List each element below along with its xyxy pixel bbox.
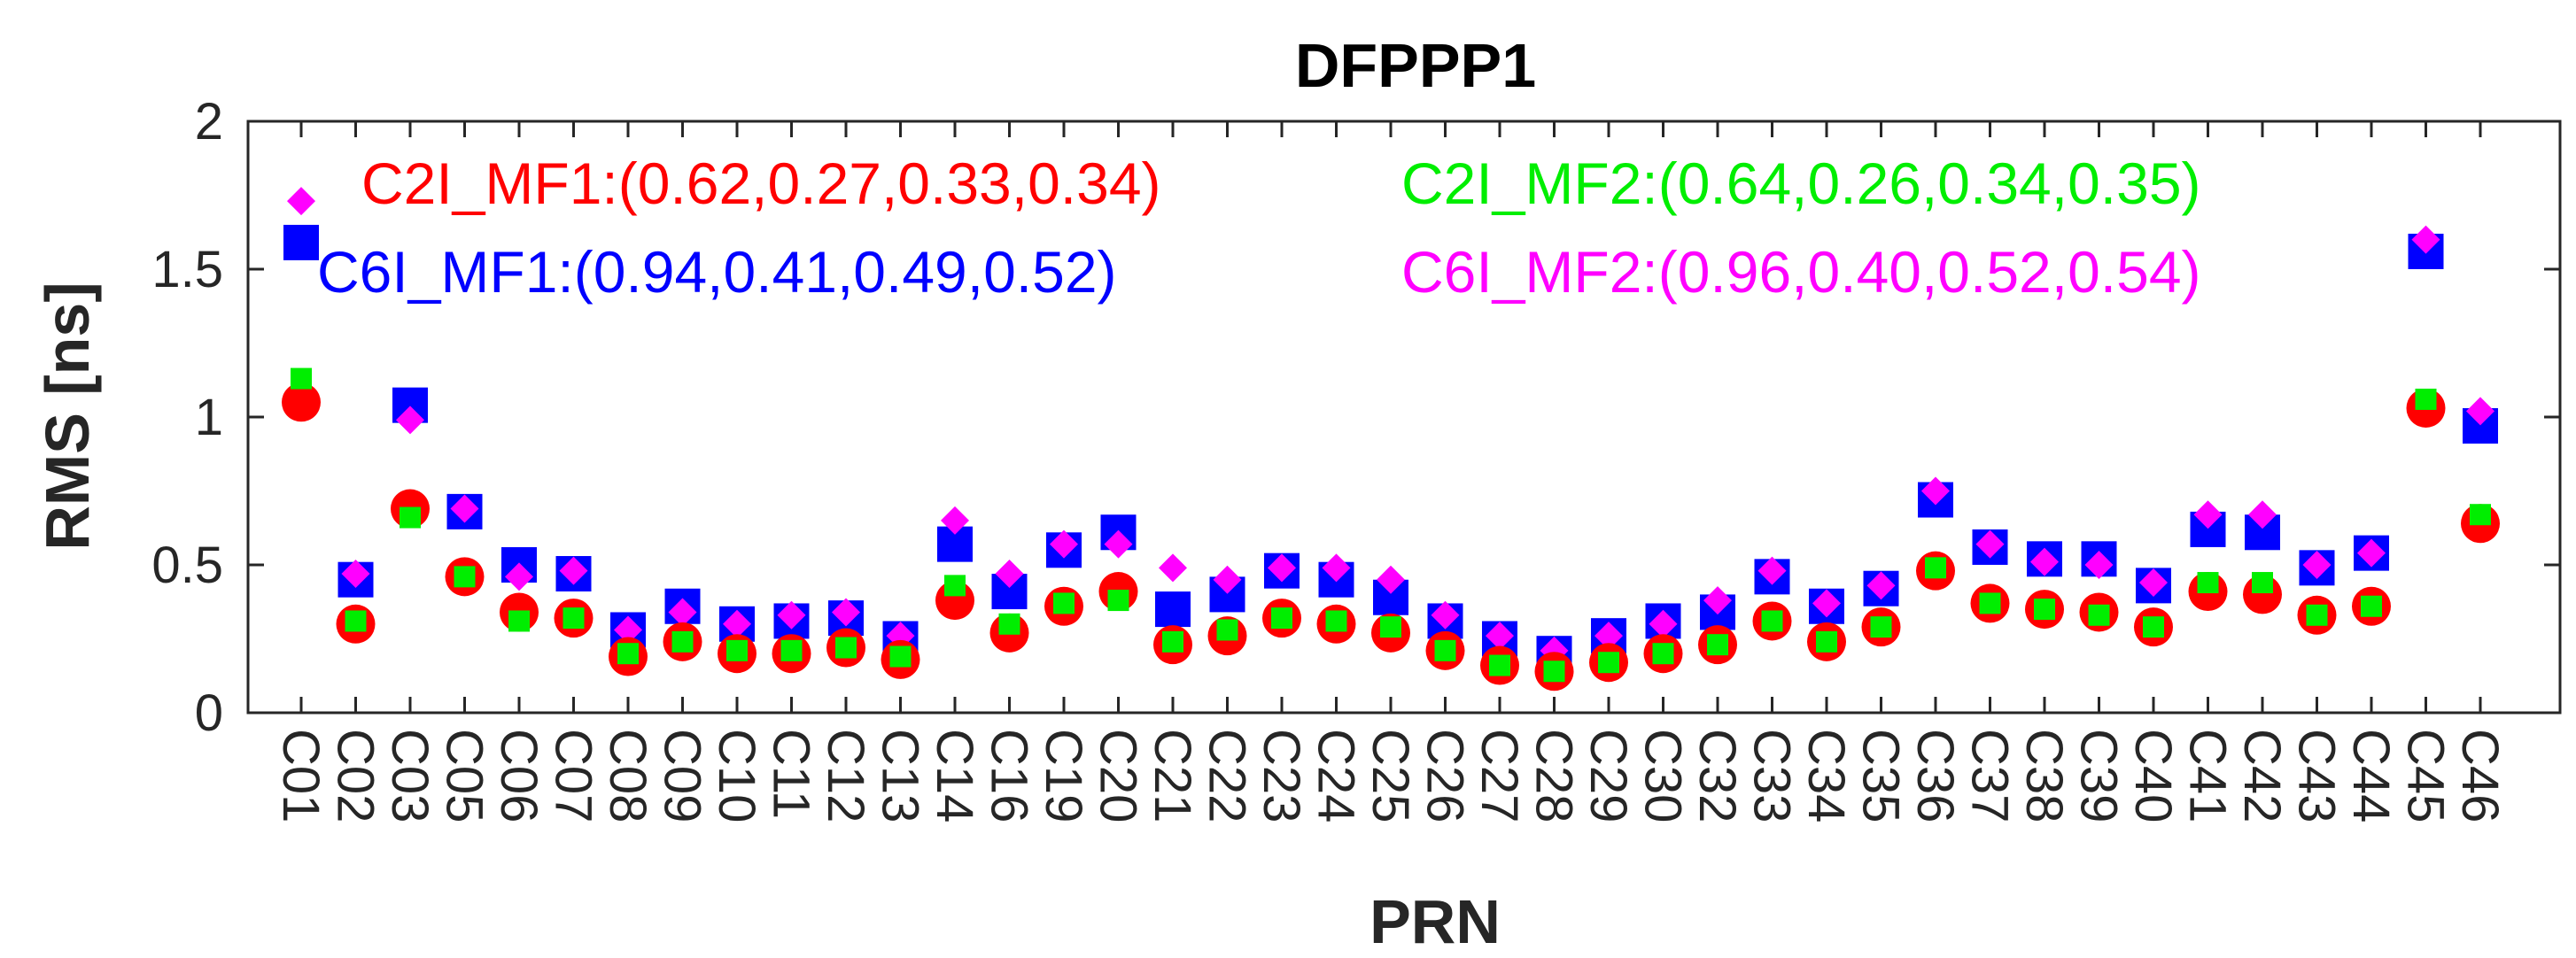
x-tick-label: C38: [2015, 729, 2073, 823]
marker-c2i-mf2: [1762, 610, 1783, 631]
x-tick-label: C40: [2124, 729, 2182, 823]
marker-c2i-mf2: [508, 610, 530, 631]
x-tick-label: C27: [1470, 729, 1528, 823]
marker-c2i-mf2: [1053, 592, 1075, 614]
y-tick-label: 0: [195, 684, 223, 742]
marker-c2i-mf2: [1598, 652, 1619, 673]
marker-c2i-mf2: [1108, 590, 1129, 611]
x-tick-label: C19: [1035, 729, 1092, 823]
marker-c2i-mf2: [1271, 607, 1292, 629]
marker-c2i-mf2: [1816, 631, 1837, 653]
legend-entry-c2i-mf2: C2I_MF2:(0.64,0.26,0.34,0.35): [1401, 151, 2201, 216]
marker-c2i-mf2: [944, 575, 966, 596]
marker-c2i-mf2: [890, 646, 912, 668]
x-tick-label: C41: [2179, 729, 2237, 823]
x-tick-label: C06: [490, 729, 547, 823]
x-tick-label: C01: [272, 729, 330, 823]
marker-c2i-mf2: [563, 607, 585, 629]
marker-c2i-mf2: [999, 614, 1020, 635]
marker-c2i-mf2: [1162, 631, 1183, 653]
x-tick-label: C16: [981, 729, 1038, 823]
x-tick-label: C33: [1743, 729, 1801, 823]
marker-c2i-mf2: [1217, 619, 1238, 640]
x-tick-label: C21: [1144, 729, 1201, 823]
marker-c2i-mf2: [1707, 634, 1728, 655]
x-tick-label: C07: [545, 729, 602, 823]
marker-c2i-mf2: [1326, 610, 1347, 631]
marker-c2i-mf2: [1871, 616, 1892, 637]
marker-c2i-mf2: [2034, 599, 2055, 620]
x-tick-label: C29: [1579, 729, 1637, 823]
x-tick-label: C34: [1797, 729, 1855, 823]
x-tick-label: C32: [1688, 729, 1746, 823]
x-tick-label: C43: [2288, 729, 2346, 823]
marker-c2i-mf2: [1925, 557, 1946, 578]
chart-title: DFPPP1: [1295, 31, 1536, 100]
marker-c2i-mf2: [400, 507, 421, 529]
x-tick-label: C35: [1852, 729, 1910, 823]
marker-c2i-mf2: [617, 643, 639, 664]
y-axis-label: RMS [ns]: [33, 282, 102, 550]
x-tick-label: C42: [2233, 729, 2291, 823]
x-tick-label: C23: [1253, 729, 1310, 823]
marker-c2i-mf2: [345, 610, 367, 631]
legend-entry-c6i-mf2: C6I_MF2:(0.96,0.40,0.52,0.54): [1401, 239, 2201, 305]
marker-c2i-mf2: [2416, 389, 2437, 410]
x-tick-label: C13: [872, 729, 929, 823]
marker-c2i-mf2: [2089, 605, 2110, 626]
legend-entry-c2i-mf1: C2I_MF1:(0.62,0.27,0.33,0.34): [361, 151, 1161, 216]
marker-c2i-mf2: [1653, 643, 1674, 664]
x-tick-label: C03: [381, 729, 438, 823]
x-tick-label: C36: [1906, 729, 1964, 823]
x-tick-label: C46: [2451, 729, 2509, 823]
marker-c2i-mf2: [2307, 605, 2328, 626]
marker-c2i-mf2: [2361, 596, 2382, 617]
x-tick-label: C45: [2397, 729, 2455, 823]
x-tick-label: C28: [1525, 729, 1583, 823]
marker-c2i-mf2: [1435, 640, 1456, 661]
legend-entry-c6i-mf1: C6I_MF1:(0.94,0.41,0.49,0.52): [317, 239, 1117, 305]
y-tick-label: 1: [195, 389, 223, 446]
marker-c2i-mf2: [454, 566, 476, 587]
x-tick-label: C39: [2070, 729, 2128, 823]
marker-c2i-mf2: [291, 368, 312, 390]
x-tick-label: C09: [654, 729, 711, 823]
y-tick-label: 2: [195, 93, 223, 151]
x-tick-label: C30: [1634, 729, 1692, 823]
x-tick-label: C20: [1090, 729, 1147, 823]
x-tick-label: C02: [327, 729, 384, 823]
marker-c2i-mf2: [2143, 616, 2164, 637]
marker-c2i-mf2: [781, 640, 803, 661]
x-tick-label: C25: [1362, 729, 1419, 823]
x-tick-label: C24: [1307, 729, 1365, 823]
x-tick-label: C10: [708, 729, 765, 823]
x-tick-label: C12: [817, 729, 874, 823]
x-tick-label: C22: [1199, 729, 1256, 823]
marker-c6i-mf1: [283, 225, 319, 260]
marker-c2i-mf2: [1380, 616, 1401, 637]
x-tick-label: C14: [926, 729, 983, 823]
x-tick-label: C08: [599, 729, 656, 823]
marker-c2i-mf2: [2252, 572, 2273, 593]
marker-c2i-mf2: [835, 637, 857, 659]
marker-c2i-mf2: [726, 640, 748, 661]
x-tick-label: C26: [1416, 729, 1474, 823]
marker-c2i-mf2: [1544, 661, 1565, 682]
x-axis-label: PRN: [1369, 887, 1501, 956]
marker-c2i-mf2: [2198, 572, 2219, 593]
marker-c2i-mf2: [1980, 592, 2001, 614]
x-tick-label: C05: [436, 729, 493, 823]
marker-c2i-mf2: [672, 631, 694, 653]
x-tick-label: C11: [763, 729, 820, 819]
marker-c2i-mf2: [2470, 504, 2491, 525]
x-tick-label: C37: [1961, 729, 2019, 823]
marker-c6i-mf1: [1155, 591, 1191, 627]
x-tick-label: C44: [2342, 729, 2400, 823]
y-tick-label: 0.5: [151, 537, 223, 594]
y-tick-label: 1.5: [151, 241, 223, 298]
marker-c2i-mf2: [1489, 655, 1510, 676]
